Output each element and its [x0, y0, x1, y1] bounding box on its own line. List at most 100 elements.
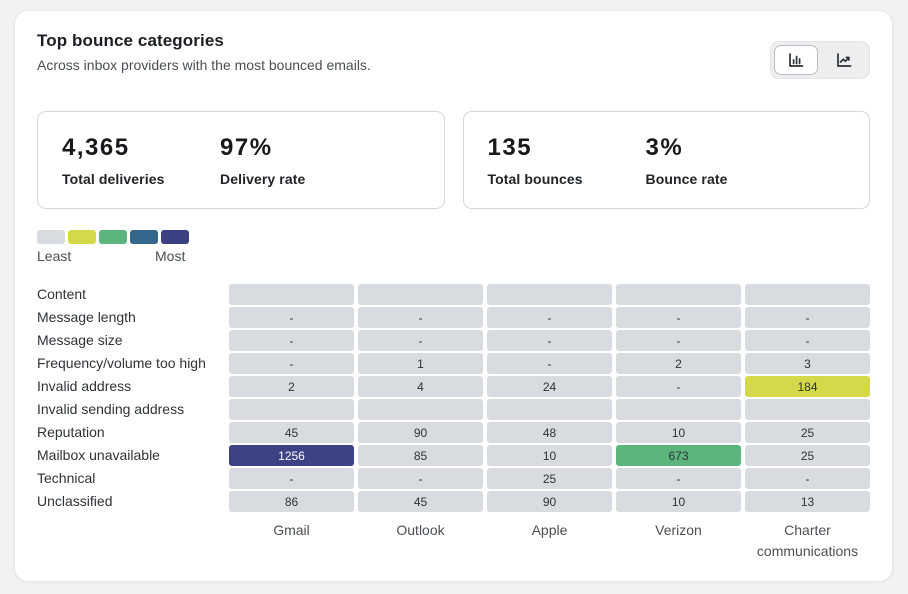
row-label: Mailbox unavailable [37, 447, 160, 463]
column-header-verizon: Verizon [655, 522, 702, 538]
heatmap-legend: Least Most [37, 230, 870, 265]
summary-stats: 4,365 Total deliveries 97% Delivery rate… [37, 111, 870, 209]
row-label: Invalid address [37, 378, 132, 394]
line-chart-icon [834, 50, 854, 70]
heatmap-cell: 10 [616, 491, 741, 512]
row-label: Reputation [37, 424, 105, 440]
page-title: Top bounce categories [37, 31, 224, 50]
heatmap-cell: 45 [229, 422, 354, 443]
column-header-apple: Apple [531, 522, 568, 538]
bar-chart-icon [786, 50, 806, 70]
heatmap-cell: - [745, 330, 870, 351]
heatmap-cell [229, 284, 354, 305]
legend-swatch [37, 230, 65, 244]
heatmap-cell: 45 [358, 491, 483, 512]
heatmap-cell: - [616, 330, 741, 351]
heatmap-row: Content [37, 284, 870, 305]
heatmap-cell: - [229, 330, 354, 351]
column-header-spacer [37, 520, 225, 562]
heatmap-column-headers: Gmail Outlook Apple Verizon Charter comm… [37, 520, 870, 562]
total-deliveries-stat: 4,365 Total deliveries [62, 134, 170, 187]
row-label: Message size [37, 332, 123, 348]
heatmap-cell [745, 284, 870, 305]
heatmap-cell: - [229, 307, 354, 328]
heatmap-cell: 86 [229, 491, 354, 512]
heatmap-row: Reputation 45 90 48 10 25 [37, 422, 870, 443]
heatmap-cell: 10 [616, 422, 741, 443]
bounce-heatmap: Content Message length - - - - - Message size - -… [37, 284, 870, 562]
legend-labels: Least Most [37, 248, 870, 265]
heatmap-row: Invalid sending address [37, 399, 870, 420]
row-label: Frequency/volume too high [37, 355, 206, 371]
heatmap-cell: 25 [745, 422, 870, 443]
total-bounces-value: 135 [487, 134, 533, 161]
legend-swatches [37, 230, 870, 244]
delivery-rate-value: 97% [220, 134, 273, 161]
row-label: Technical [37, 470, 96, 486]
total-deliveries-value: 4,365 [62, 134, 130, 161]
heatmap-cell: 13 [745, 491, 870, 512]
heatmap-cell: - [616, 307, 741, 328]
heatmap-row: Frequency/volume too high -1-2 3 [37, 353, 870, 374]
heatmap-cell: 184 [745, 376, 870, 397]
legend-swatch [130, 230, 158, 244]
bar-chart-view-button[interactable] [774, 45, 818, 75]
heatmap-cell: - [358, 330, 483, 351]
heatmap-cell: - [358, 307, 483, 328]
heatmap-cell: 10 [487, 445, 612, 466]
heatmap-row: Technical - -25- - [37, 468, 870, 489]
legend-least-label: Least [37, 248, 72, 264]
heatmap-cell: - [487, 353, 612, 374]
heatmap-cell: 25 [745, 445, 870, 466]
page-subtitle: Across inbox providers with the most bou… [37, 57, 371, 73]
heatmap-cell: - [487, 307, 612, 328]
heatmap-cell: - [229, 353, 354, 374]
heatmap-row: Message size - - - - - [37, 330, 870, 351]
bounce-rate-label: Bounce rate [645, 171, 728, 187]
heatmap-cell: 1 [358, 353, 483, 374]
heatmap-cell: 24 [487, 376, 612, 397]
heatmap-cell: 2 [616, 353, 741, 374]
heatmap-cell [358, 284, 483, 305]
total-deliveries-label: Total deliveries [62, 171, 165, 187]
card-header: Top bounce categories Across inbox provi… [37, 31, 870, 79]
legend-swatch [68, 230, 96, 244]
row-label: Message length [37, 309, 136, 325]
row-label: Invalid sending address [37, 401, 185, 417]
heatmap-cell: - [487, 330, 612, 351]
heatmap-cell [487, 284, 612, 305]
heatmap-cell: 1256 [229, 445, 354, 466]
heatmap-cell: - [229, 468, 354, 489]
heatmap-cell [487, 399, 612, 420]
heatmap-cell: 25 [487, 468, 612, 489]
heatmap-cell: 673 [616, 445, 741, 466]
heatmap-row: Unclassified 86 45 90 10 13 [37, 491, 870, 512]
legend-swatch [161, 230, 189, 244]
total-bounces-label: Total bounces [487, 171, 583, 187]
delivery-rate-stat: 97% Delivery rate [220, 134, 328, 187]
column-header-outlook: Outlook [396, 522, 445, 538]
bounces-stat-card: 135 Total bounces 3% Bounce rate [462, 111, 870, 209]
row-label: Content [37, 286, 87, 302]
heatmap-cell: 48 [487, 422, 612, 443]
deliveries-stat-card: 4,365 Total deliveries 97% Delivery rate [37, 111, 445, 209]
heatmap-cell: 3 [745, 353, 870, 374]
heatmap-cell: 4 [358, 376, 483, 397]
column-header-gmail: Gmail [273, 522, 310, 538]
heatmap-cell: - [745, 468, 870, 489]
line-chart-view-button[interactable] [822, 45, 866, 75]
delivery-rate-label: Delivery rate [220, 171, 306, 187]
heatmap-cell [616, 399, 741, 420]
heatmap-cell: 90 [358, 422, 483, 443]
column-header-charter: Charter communications [756, 522, 859, 559]
bounce-rate-stat: 3% Bounce rate [645, 134, 754, 187]
heatmap-cell: 2 [229, 376, 354, 397]
heatmap-cell: - [616, 376, 741, 397]
heatmap-row: Message length - - - - - [37, 307, 870, 328]
total-bounces-stat: 135 Total bounces [487, 134, 596, 187]
heatmap-row: Invalid address 2 4 24-184 [37, 376, 870, 397]
heatmap-cell [616, 284, 741, 305]
heatmap-cell: 90 [487, 491, 612, 512]
legend-most-label: Most [155, 248, 186, 264]
legend-swatch [99, 230, 127, 244]
